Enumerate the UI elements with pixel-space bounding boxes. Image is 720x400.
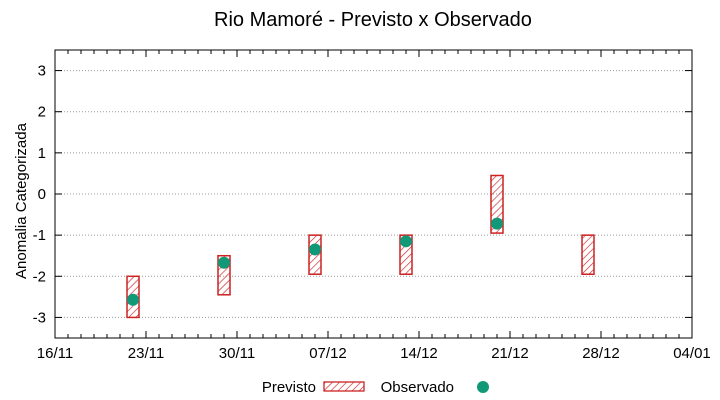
legend-label-previsto: Previsto xyxy=(262,379,316,396)
y-tick-label: -3 xyxy=(33,309,46,326)
observado-point xyxy=(218,256,230,269)
legend-label-observado: Observado xyxy=(381,379,454,396)
x-tick-label: 04/01 xyxy=(673,345,711,362)
grid xyxy=(55,70,692,318)
axis-ticks: -3 -2 -1 0 1 2 3 16/11 23/11 30/11 07/12 14/12 21/12… xyxy=(33,50,711,362)
previsto-bars xyxy=(126,174,595,319)
observado-point xyxy=(127,293,139,306)
x-tick-label: 16/11 xyxy=(37,345,73,362)
plot-frame xyxy=(54,49,693,339)
legend-marker-observado xyxy=(477,381,489,393)
legend: Previsto Observado xyxy=(262,379,489,396)
y-tick-label: -2 xyxy=(33,268,46,285)
y-tick-label: 3 xyxy=(38,63,46,80)
y-tick-label: -1 xyxy=(33,227,46,244)
x-tick-label: 30/11 xyxy=(219,345,255,362)
x-tick-label: 23/11 xyxy=(128,345,164,362)
observado-point xyxy=(309,243,321,256)
y-tick-label: 1 xyxy=(38,145,46,162)
y-axis-label: Anomalia Categorizada xyxy=(13,122,30,279)
x-tick-label: 07/12 xyxy=(309,345,347,362)
x-tick-label: 21/12 xyxy=(491,345,529,362)
chart-title: Rio Mamoré - Previsto x Observado xyxy=(214,9,532,31)
x-tick-label: 28/12 xyxy=(582,345,620,362)
x-tick-label: 14/12 xyxy=(400,345,438,362)
observado-point xyxy=(400,235,412,248)
observado-point xyxy=(491,217,503,230)
y-tick-label: 0 xyxy=(38,186,46,203)
observado-points xyxy=(127,217,503,306)
legend-swatch-previsto xyxy=(323,381,365,392)
y-tick-label: 2 xyxy=(38,104,46,121)
previsto-bar xyxy=(581,234,595,275)
